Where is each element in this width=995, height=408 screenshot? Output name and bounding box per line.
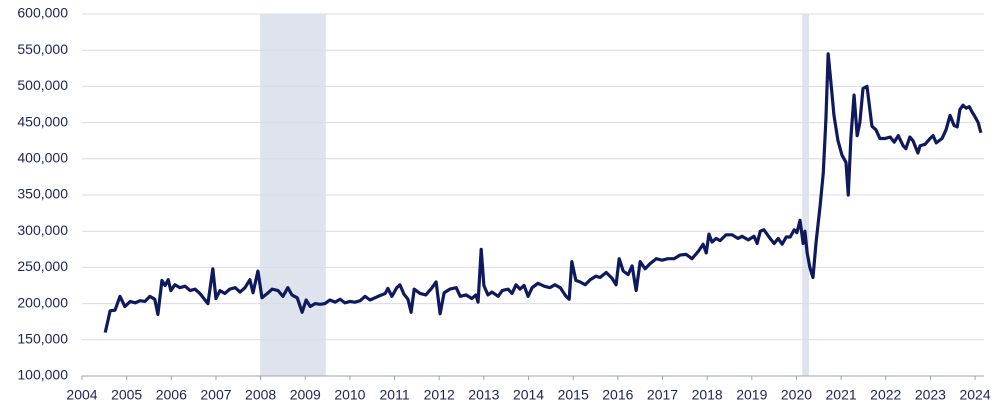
x-tick-label: 2023 bbox=[915, 387, 946, 403]
y-tick-label: 300,000 bbox=[17, 222, 68, 238]
x-tick-label: 2014 bbox=[513, 387, 544, 403]
x-tick-label: 2007 bbox=[200, 387, 231, 403]
x-tick-label: 2008 bbox=[245, 387, 276, 403]
x-tick-label: 2020 bbox=[781, 387, 812, 403]
y-tick-label: 200,000 bbox=[17, 294, 68, 310]
y-tick-label: 450,000 bbox=[17, 113, 68, 129]
x-tick-label: 2022 bbox=[870, 387, 901, 403]
x-tick-label: 2004 bbox=[66, 387, 97, 403]
y-tick-label: 600,000 bbox=[17, 5, 68, 21]
y-tick-label: 150,000 bbox=[17, 331, 68, 347]
x-tick-label: 2024 bbox=[959, 387, 990, 403]
x-tick-label: 2010 bbox=[334, 387, 365, 403]
x-tick-label: 2006 bbox=[156, 387, 187, 403]
x-tick-label: 2012 bbox=[424, 387, 455, 403]
y-tick-label: 100,000 bbox=[17, 367, 68, 383]
x-tick-label: 2018 bbox=[692, 387, 723, 403]
x-tick-label: 2011 bbox=[380, 387, 410, 403]
y-tick-label: 500,000 bbox=[17, 77, 68, 93]
x-tick-label: 2015 bbox=[558, 387, 589, 403]
y-tick-label: 350,000 bbox=[17, 186, 68, 202]
x-tick-label: 2005 bbox=[111, 387, 142, 403]
data-line bbox=[103, 52, 983, 333]
y-tick-label: 250,000 bbox=[17, 258, 68, 274]
x-tick-label: 2013 bbox=[468, 387, 499, 403]
x-tick-label: 2009 bbox=[290, 387, 321, 403]
y-tick-label: 400,000 bbox=[17, 150, 68, 166]
x-tick-label: 2019 bbox=[736, 387, 767, 403]
x-tick-label: 2017 bbox=[647, 387, 678, 403]
x-tick-label: 2016 bbox=[602, 387, 633, 403]
x-tick-label: 2021 bbox=[826, 387, 857, 403]
y-tick-label: 550,000 bbox=[17, 41, 68, 57]
